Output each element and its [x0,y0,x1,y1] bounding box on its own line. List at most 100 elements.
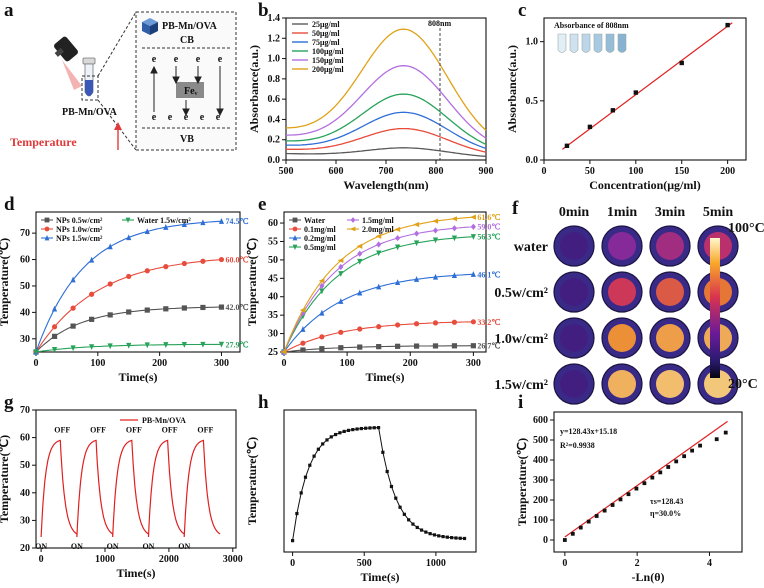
data-point [451,319,458,325]
data-point [200,258,206,264]
data-point [300,347,306,353]
thermal-hotspot [560,370,588,398]
data-point [318,278,325,284]
end-temperature-label: 42.0℃ [225,303,248,312]
data-point [432,320,439,326]
y-tick-label: 1.0 [526,37,539,48]
y-tick-label: 500 [533,435,548,446]
off-label: OFF [197,425,213,434]
x-axis-label: Concentration(μg/ml) [589,178,700,192]
data-point [586,519,591,524]
data-point [107,243,113,250]
data-point [163,342,169,348]
series-line [292,427,465,541]
data-point [319,334,325,340]
r-squared: R²=0.9938 [560,441,595,450]
data-point [218,304,225,310]
color-scale-bar [710,238,720,378]
thermal-hotspot [608,324,636,352]
data-point [413,321,420,327]
arrow-head [182,108,190,117]
series-line [286,65,487,139]
arrow-head [172,76,180,85]
plot-frame [283,211,487,353]
data-point [89,316,95,322]
data-point [290,539,295,543]
data-point [299,491,303,495]
data-point [126,273,132,280]
legend-label: 75μg/ml [312,38,340,47]
legend-label: 150μg/ml [312,56,344,65]
data-point [587,124,593,130]
y-tick-label: 50 [268,255,278,266]
data-point [321,442,325,446]
y-axis-label: Temperature(℃) [245,437,259,525]
panel-label-e: e [258,194,266,215]
data-point [292,217,298,223]
data-point [381,450,385,454]
y-tick-label: 0.4 [268,114,281,125]
electron: e [168,112,173,123]
x-tick-label: 200 [403,358,418,369]
data-point [319,288,325,295]
data-point [33,349,39,356]
data-point [325,438,329,442]
data-point [126,342,132,349]
data-point [357,289,363,296]
data-point [292,226,298,232]
x-tick-label: 0 [34,358,39,369]
data-point [451,225,458,232]
data-point [337,257,344,264]
thermal-hotspot [656,278,684,306]
x-axis-label: Time(s) [365,370,404,384]
data-point [432,237,439,244]
end-temperature-label: 61.6℃ [477,213,500,222]
y-tick-label: 1.4 [268,13,281,24]
data-point [355,427,359,431]
data-point [338,271,344,277]
data-point [679,60,684,66]
y-tick-label: 30 [20,334,30,345]
data-point [70,345,76,352]
data-point [413,276,420,282]
data-point [107,312,113,318]
x-tick-label: 300 [466,358,481,369]
data-point [51,347,58,353]
laser-icon [54,36,78,62]
data-point [163,264,169,270]
series-line [285,28,487,131]
x-axis-label: Time(s) [116,566,155,580]
column-header: 0min [559,205,590,220]
data-point [723,430,728,435]
data-point [292,244,298,250]
off-label: OFF [126,425,142,434]
data-point [633,90,639,95]
cuvette-icon [593,33,603,53]
panel-label-i: i [518,392,523,413]
panel-label-f: f [512,198,519,219]
x-tick-label: 700 [379,166,394,177]
data-point [357,250,363,257]
data-point [329,435,333,439]
legend-label: 25μg/ml [312,20,340,29]
data-point [338,298,344,304]
mechanism-title: PB-Mn/OVA [162,21,218,32]
data-point [364,426,368,430]
y-tick-label: 20 [20,543,30,554]
y-axis-label: Temperature(℃) [515,438,529,526]
data-point [375,233,382,239]
data-point [458,536,462,540]
on-label: ON [142,542,154,551]
data-point [564,143,570,148]
y-tick-label: 200 [533,495,548,506]
data-point [674,459,679,464]
cuvette-icon [569,33,579,53]
y-tick-label: 25 [268,347,278,358]
legend-label: 100μg/ml [312,47,344,56]
panel-label-a: a [4,0,14,21]
data-point [594,514,599,518]
end-temperature-label: 59.0℃ [477,223,500,232]
y-tick-label: 70 [20,228,30,239]
electron: e [174,54,179,65]
